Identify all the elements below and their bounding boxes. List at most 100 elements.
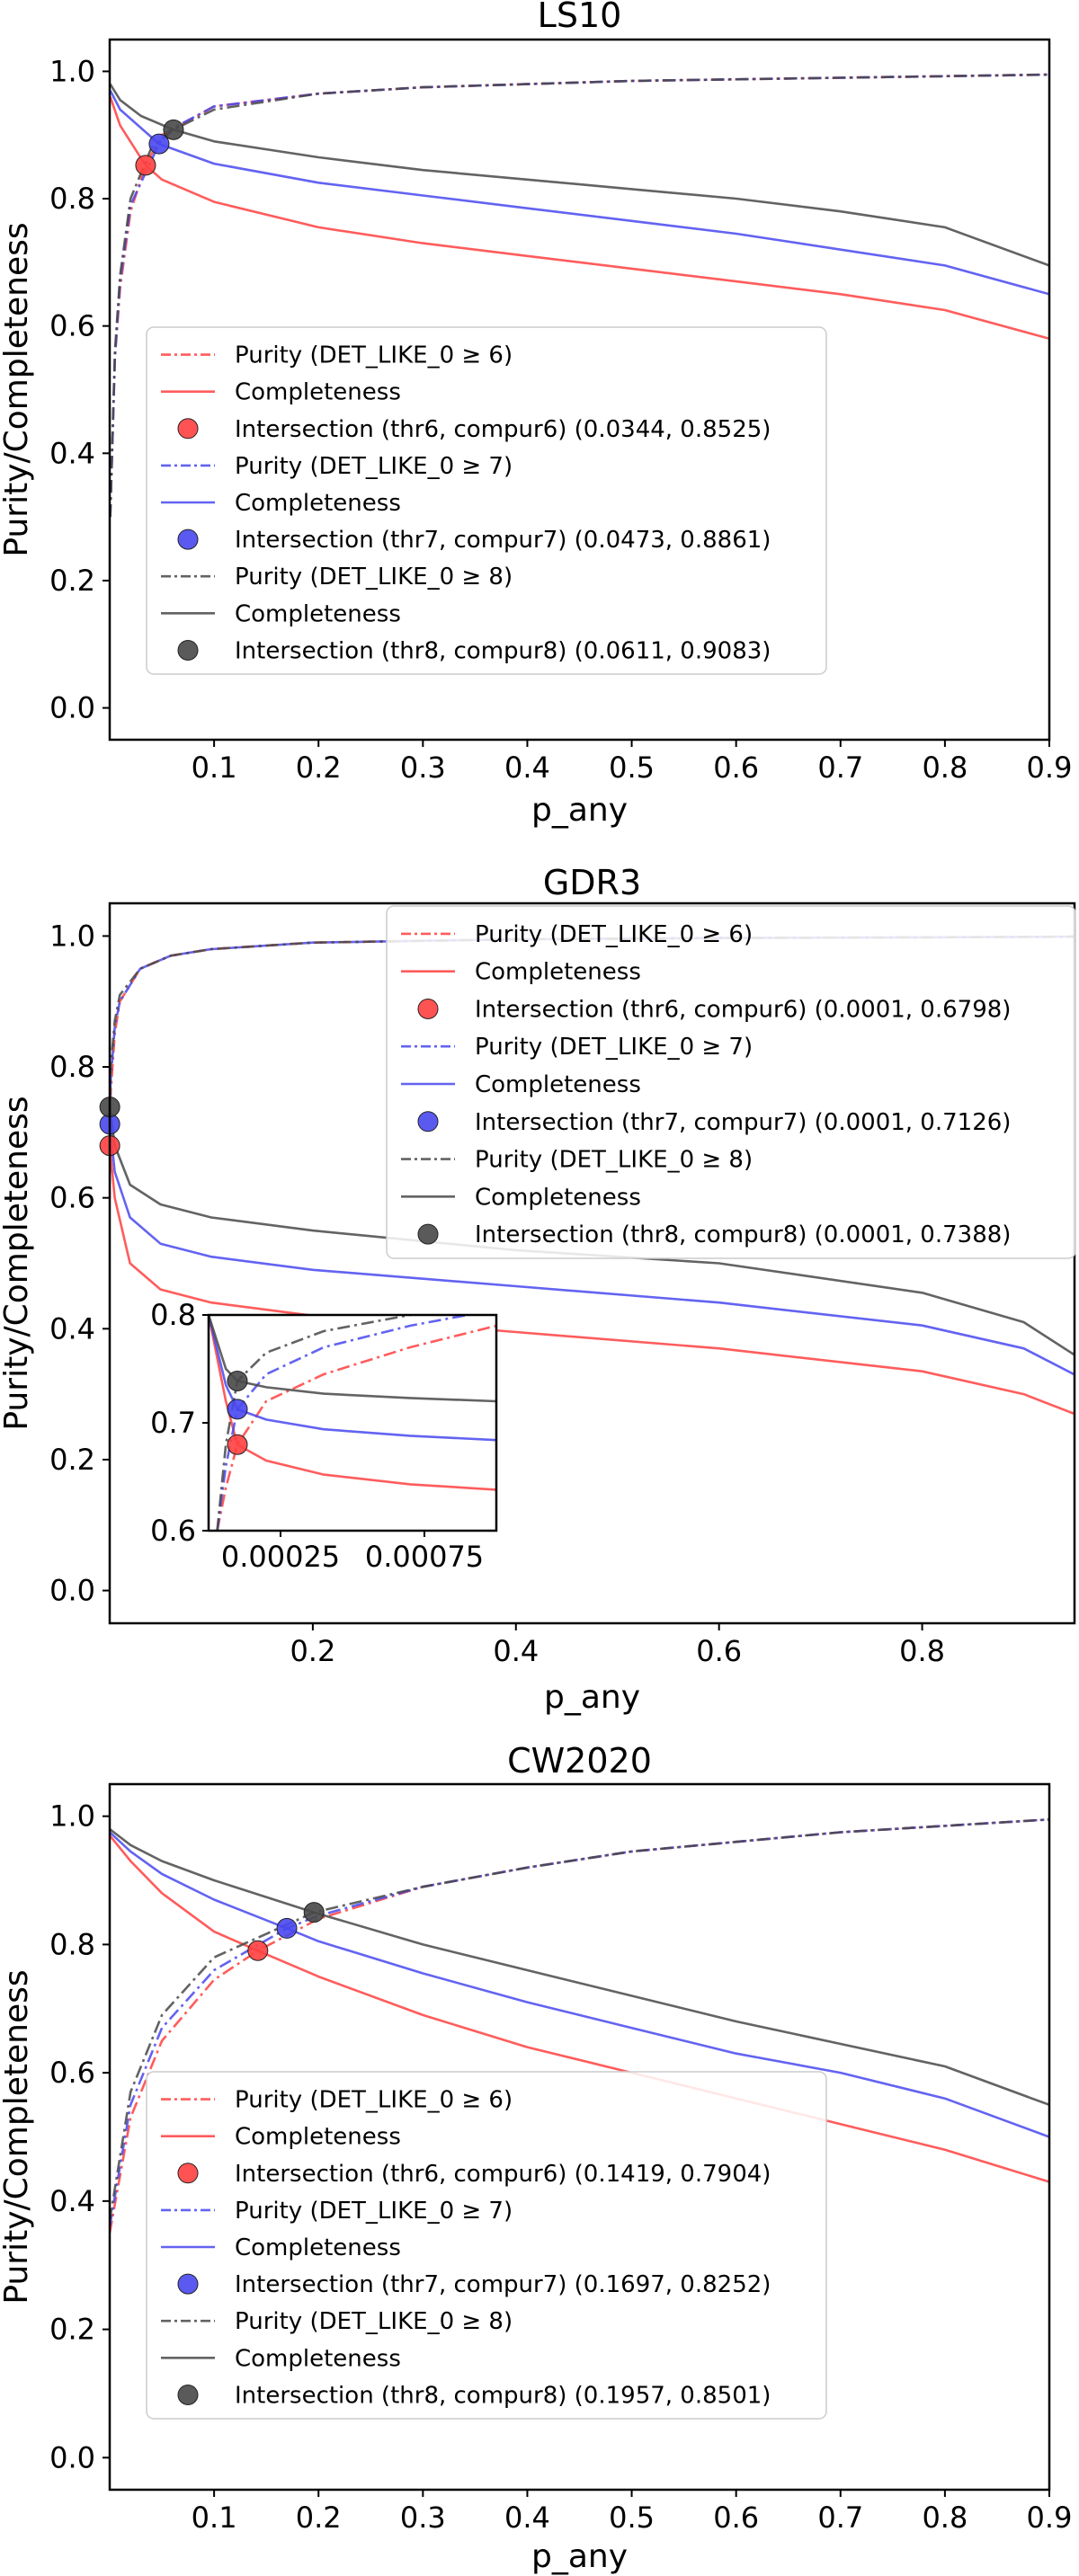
legend-entry: Intersection (thr7, compur7) (0.0001, 0.…: [475, 1109, 1011, 1136]
y-tick-label: 0.0: [49, 1574, 95, 1608]
y-tick-label: 1.0: [49, 54, 95, 88]
y-tick-label: 1.0: [49, 1799, 95, 1834]
completeness-line-4: [110, 1119, 1075, 1376]
purity-line-6: [110, 73, 1049, 518]
y-tick-label: 0.2: [49, 564, 95, 598]
y-tick-label: 0.8: [49, 1927, 95, 1961]
chart-panel-1: LS10 0.1 0.2 0.3 0.4 0.5 0.6 0.7 0.8 0.9 0.0 0.2 0.4…: [0, 0, 1072, 829]
legend-entry: Completeness: [235, 490, 401, 517]
legend-entry: Purity (DET_LIKE_0 ≥ 6): [235, 2087, 513, 2114]
legend-entry: Completeness: [475, 1184, 641, 1211]
completeness-line-7: [110, 83, 1049, 267]
inset-y-tick-label: 0.7: [150, 1406, 196, 1440]
y-tick-label: 0.4: [49, 436, 95, 470]
chart-panel-3: CW2020 0.1 0.2 0.3 0.4 0.5 0.6 0.7 0.8 0.9 0.0 0.2 0…: [0, 1741, 1072, 2575]
inset-x-tick-label: 0.00025: [221, 1540, 340, 1574]
legend-entry: Completeness: [475, 959, 641, 986]
inset-line-5: [209, 1315, 496, 1403]
legend-marker-handle: [177, 639, 199, 661]
x-tick-label: 0.1: [192, 2500, 237, 2535]
y-tick-label: 1.0: [49, 919, 95, 953]
legend-marker-handle: [177, 2273, 199, 2295]
inset-line-0: [216, 1324, 496, 1531]
plot-frame: [108, 1782, 1051, 2492]
legend-entry: Intersection (thr8, compur8) (0.0611, 0.…: [235, 637, 771, 664]
completeness-line-4: [110, 90, 1049, 296]
legend-entry: Intersection (thr6, compur6) (0.0001, 0.…: [475, 996, 1011, 1023]
chart-panel-2: GDR3 0.2 0.4 0.6 0.8 0.0 0.2 0.4 0.6 0.8 1.0 p_any P…: [0, 863, 1076, 1716]
y-tick-label: 0.8: [49, 182, 95, 216]
x-tick-label: 0.6: [713, 751, 759, 785]
legend-marker-handle: [417, 998, 439, 1019]
inset-plot: 0.00025 0.00075 0.6 0.7 0.8: [150, 1298, 498, 1574]
x-axis-label: p_any: [531, 792, 628, 829]
x-tick-label: 0.1: [192, 751, 237, 785]
legend-entry: Purity (DET_LIKE_0 ≥ 6): [475, 921, 753, 948]
y-axis-label: Purity/Completeness: [0, 1096, 35, 1430]
x-tick-label: 0.9: [1027, 2500, 1073, 2535]
y-tick-label: 0.6: [49, 1181, 95, 1215]
x-tick-label: 0.6: [713, 2500, 759, 2535]
y-tick-label: 0.2: [49, 1443, 95, 1477]
purity-line-6: [110, 1818, 1049, 2221]
inset-line-2: [216, 1315, 475, 1531]
y-tick-label: 0.2: [49, 2313, 95, 2347]
y-axis-label: Purity/Completeness: [0, 222, 35, 556]
legend-marker-handle: [177, 529, 199, 550]
chart-title: CW2020: [507, 1741, 652, 1781]
legend-entry: Purity (DET_LIKE_0 ≥ 7): [235, 453, 513, 480]
completeness-line-1: [110, 96, 1049, 341]
intersection-point: [303, 1902, 325, 1923]
legend-entry: Completeness: [475, 1071, 641, 1098]
legend-entry: Intersection (thr8, compur8) (0.0001, 0.…: [475, 1221, 1011, 1248]
legend-entry: Completeness: [235, 2124, 401, 2151]
x-tick-label: 0.2: [296, 751, 342, 785]
inset-y-tick-label: 0.6: [150, 1514, 196, 1548]
x-tick-label: 0.6: [696, 1634, 742, 1668]
y-tick-label: 0.4: [49, 1311, 95, 1346]
x-axis-label: p_any: [531, 2538, 628, 2575]
intersection-point: [135, 155, 156, 176]
legend-entry: Intersection (thr6, compur6) (0.0344, 0.…: [235, 416, 771, 443]
x-tick-label: 0.5: [609, 751, 655, 785]
x-axis-label: p_any: [544, 1679, 640, 1716]
x-tick-label: 0.2: [290, 1634, 335, 1668]
legend-entry: Completeness: [235, 379, 401, 406]
legend-entry: Completeness: [235, 2234, 401, 2261]
inset-intersection-point: [227, 1370, 248, 1391]
inset-x-tick-label: 0.00075: [365, 1540, 484, 1574]
intersection-point: [247, 1940, 269, 1961]
legend-entry: Purity (DET_LIKE_0 ≥ 7): [235, 2198, 513, 2225]
legend-marker-handle: [417, 1111, 439, 1133]
inset-line-3: [209, 1315, 496, 1442]
legend-entry: Intersection (thr7, compur7) (0.0473, 0.…: [235, 527, 771, 554]
completeness-line-7: [110, 1827, 1049, 2107]
legend: Purity (DET_LIKE_0 ≥ 6) Completeness Inter…: [386, 905, 1076, 1259]
inset-y-tick-label: 0.8: [150, 1298, 196, 1332]
legend-entry: Intersection (thr7, compur7) (0.1697, 0.…: [235, 2271, 771, 2298]
chart-title: LS10: [538, 0, 622, 35]
legend-entry: Intersection (thr8, compur8) (0.1957, 0.…: [235, 2382, 771, 2409]
y-tick-label: 0.8: [49, 1050, 95, 1084]
x-tick-label: 0.8: [899, 1634, 945, 1668]
legend-entry: Intersection (thr6, compur6) (0.1419, 0.…: [235, 2161, 771, 2188]
y-axis-label: Purity/Completeness: [0, 1969, 35, 2304]
plot-frame: [108, 902, 1076, 1625]
inset-intersection-point: [227, 1399, 248, 1420]
x-tick-label: 0.8: [922, 2500, 968, 2535]
legend-entry: Completeness: [235, 2345, 401, 2372]
series-lines: [110, 1818, 1049, 2234]
intersection-point: [148, 133, 170, 155]
legend: Purity (DET_LIKE_0 ≥ 6) Completeness Inter…: [146, 2071, 827, 2420]
intersection-point: [276, 1917, 298, 1939]
x-tick-label: 0.2: [296, 2500, 342, 2535]
legend: Purity (DET_LIKE_0 ≥ 6) Completeness Inter…: [146, 326, 827, 675]
legend-entry: Purity (DET_LIKE_0 ≥ 7): [475, 1034, 753, 1061]
x-tick-label: 0.9: [1027, 751, 1073, 785]
legend-entry: Purity (DET_LIKE_0 ≥ 8): [235, 2308, 513, 2335]
inset-line-1: [209, 1315, 496, 1491]
x-tick-label: 0.4: [504, 2500, 550, 2535]
y-tick-label: 0.0: [49, 691, 95, 725]
legend-entry: Purity (DET_LIKE_0 ≥ 8): [475, 1147, 753, 1174]
legend-marker-handle: [177, 418, 199, 440]
